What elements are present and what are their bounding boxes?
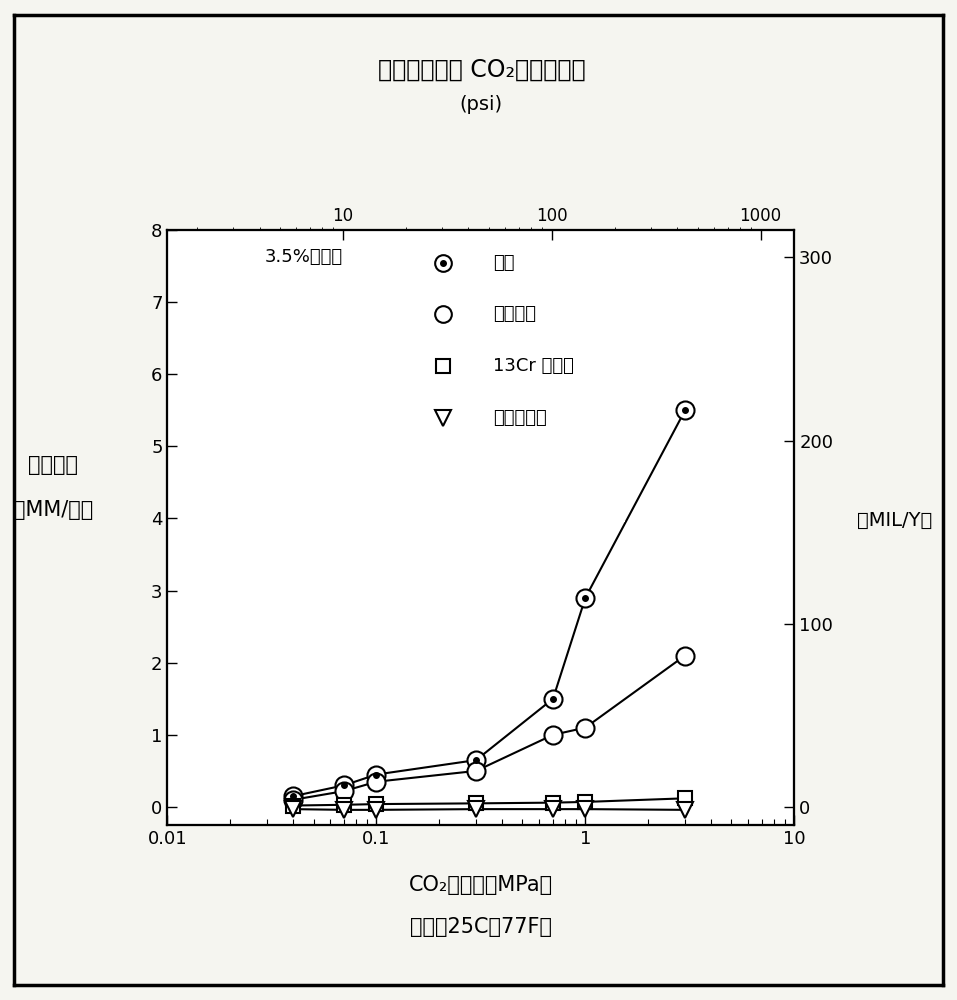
- Text: （MIL/Y）: （MIL/Y）: [857, 510, 932, 530]
- FancyBboxPatch shape: [249, 248, 625, 522]
- Text: 碳钓: 碳钓: [494, 254, 515, 272]
- Text: 温度：25C（77F）: 温度：25C（77F）: [411, 917, 552, 937]
- Text: 3.5%氯化钓: 3.5%氯化钓: [265, 248, 343, 266]
- Text: (psi): (psi): [459, 96, 503, 114]
- Text: 腐蚀速率: 腐蚀速率: [28, 455, 78, 475]
- Text: 双相不锈钓: 双相不锈钓: [494, 409, 547, 427]
- Text: 低合金钓: 低合金钓: [494, 305, 537, 323]
- Text: （MM/年）: （MM/年）: [12, 500, 93, 520]
- Text: CO₂的分压（MPa）: CO₂的分压（MPa）: [410, 875, 553, 895]
- Text: 13Cr 不锈钓: 13Cr 不锈钓: [494, 357, 574, 375]
- Text: 在腐蚀板上的 CO₂分压的作用: 在腐蚀板上的 CO₂分压的作用: [378, 58, 585, 82]
